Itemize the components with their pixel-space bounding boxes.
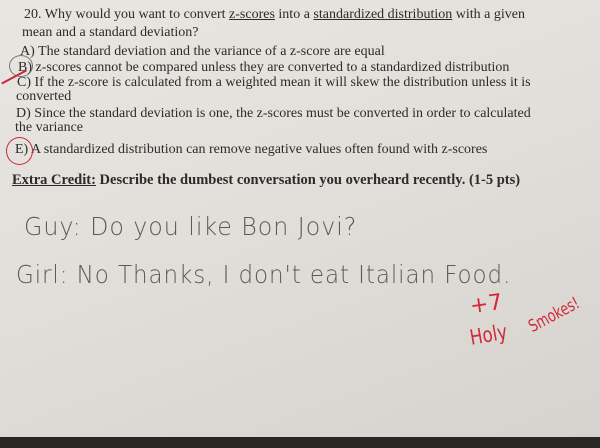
- option-label: D): [16, 106, 31, 121]
- handwritten-line-girl: Girl: No Thanks, I don't eat Italian Foo…: [16, 260, 512, 289]
- option-a: A) The standard deviation and the varian…: [20, 44, 385, 60]
- extra-credit-text: Describe the dumbest conversation you ov…: [95, 172, 521, 188]
- question-text: Why would you want to convert: [44, 7, 230, 22]
- question-line-2: mean and a standard deviation?: [22, 25, 199, 40]
- option-c-cont: converted: [16, 89, 72, 104]
- score: +7: [468, 289, 505, 320]
- extra-credit-label: Extra Credit:: [12, 172, 96, 188]
- option-text: If the z-score is calculated from a weig…: [34, 75, 531, 90]
- option-c: C) If the z-score is calculated from a w…: [17, 75, 531, 91]
- option-d-cont: the variance: [15, 120, 84, 135]
- option-text: Since the standard deviation is one, the…: [34, 106, 531, 121]
- option-d: D) Since the standard deviation is one, …: [16, 106, 531, 122]
- comment-smokes: Smokes!: [525, 293, 584, 337]
- exam-paper: 20. Why would you want to convert z-scor…: [0, 0, 600, 437]
- option-text: A standardized distribution can remove n…: [30, 142, 488, 157]
- handwritten-line-guy: Guy: Do you like Bon Jovi?: [24, 212, 358, 241]
- term-z-scores: z-scores: [229, 7, 275, 22]
- question-text: into a: [274, 7, 314, 22]
- option-e: E) A standardized distribution can remov…: [15, 142, 487, 158]
- comment-holy: Holy: [467, 319, 510, 350]
- option-text: z-scores cannot be compared unless they …: [35, 60, 510, 75]
- option-label: C): [17, 75, 31, 90]
- option-b: B) z-scores cannot be compared unless th…: [18, 60, 509, 76]
- question-line-1: 20. Why would you want to convert z-scor…: [24, 7, 525, 23]
- question-number: 20.: [24, 7, 42, 22]
- red-circle-e: [6, 137, 33, 165]
- pencil-circle-b: [9, 55, 33, 77]
- term-standardized-distribution: standardized distribution: [313, 7, 453, 22]
- question-text: with a given: [452, 7, 525, 22]
- extra-credit-prompt: Extra Credit: Describe the dumbest conve…: [12, 172, 520, 189]
- option-text: The standard deviation and the variance …: [38, 44, 385, 59]
